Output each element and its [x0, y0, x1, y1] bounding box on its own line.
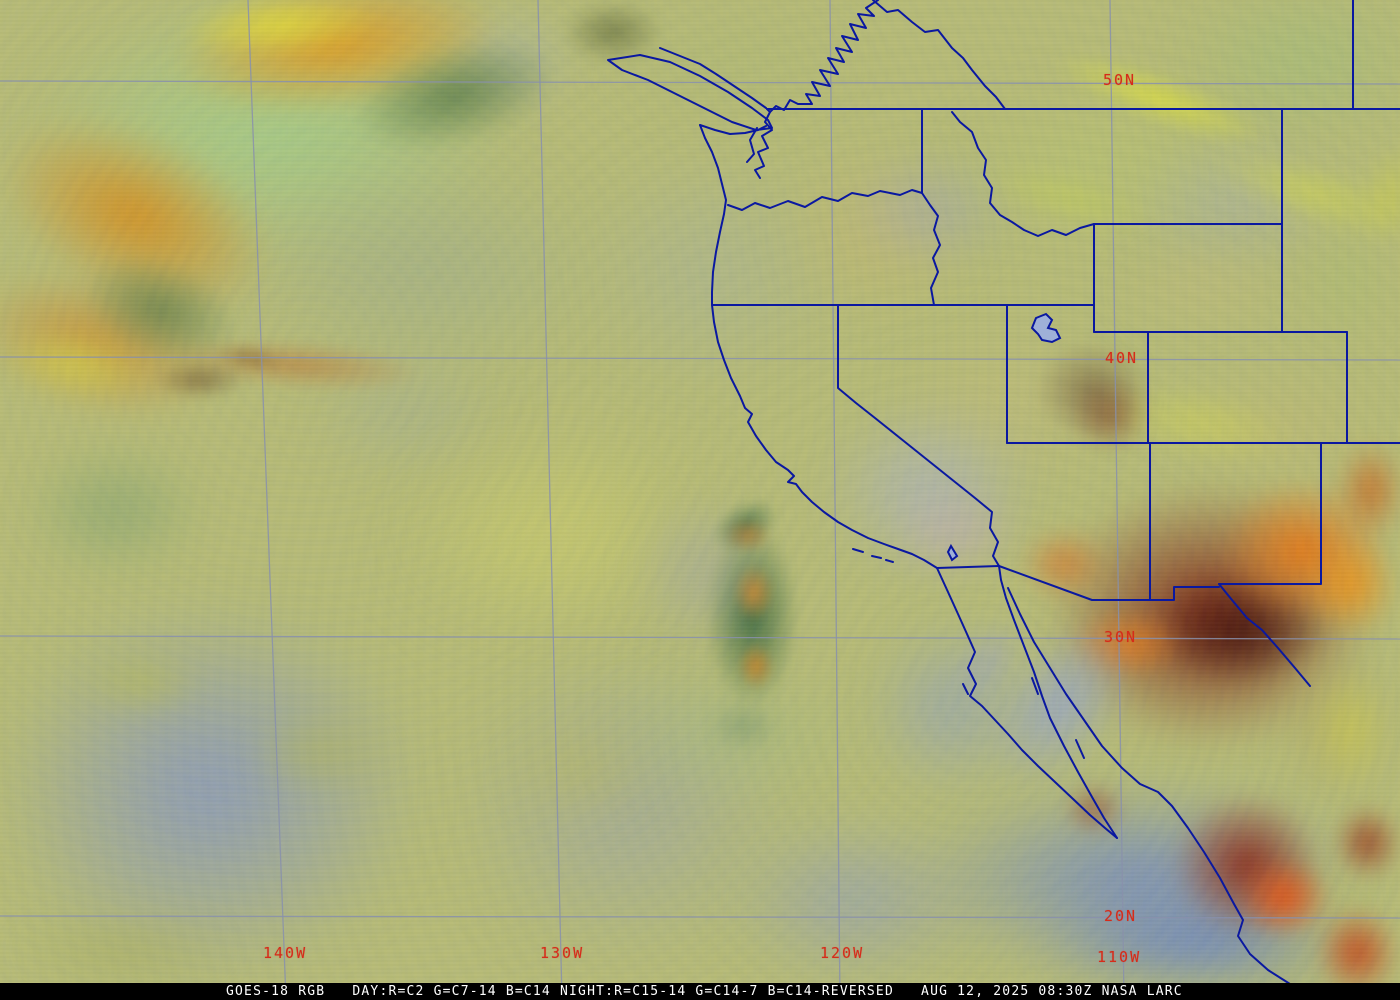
vancouver-island [607, 54, 773, 131]
baja-gulf-coastline [998, 565, 1118, 839]
gridline-lon-110w [1109, 0, 1125, 1000]
gridline-lon-120w [829, 0, 841, 1000]
gridline-lat-50n [0, 80, 1400, 85]
rio-grande-border [1218, 583, 1311, 687]
channel-islands [852, 548, 894, 563]
gridline-lon-140w [247, 0, 287, 1000]
nm-tx-border [1218, 442, 1322, 585]
baja-west-coastline [936, 567, 1118, 839]
lat-label-30n: 30N [1104, 628, 1138, 646]
great-salt-lake [1030, 312, 1062, 344]
ca-nv-border [837, 304, 1000, 567]
bc-fjord-coastline [766, 0, 879, 113]
salton-sea [946, 543, 959, 562]
puget-sound [754, 111, 773, 179]
gridline-lat-30n [0, 635, 1400, 640]
political-boundaries [711, 0, 1400, 687]
lon-label-110w: 110W [1097, 948, 1142, 966]
status-bar-text: GOES-18 RGB DAY:R=C2 G=C7-14 B=C14 NIGHT… [226, 984, 1183, 999]
ca-mexico-border [936, 565, 1000, 569]
lon-label-130w: 130W [540, 944, 585, 962]
lon-label-120w: 120W [820, 944, 865, 962]
or-id-border [921, 192, 941, 306]
id-mt-border [951, 111, 1095, 237]
bc-ab-border [872, 0, 1006, 110]
az-mexico-border [998, 565, 1151, 601]
gulf-islands [962, 677, 1085, 759]
juan-de-fuca-south-shore [699, 124, 767, 135]
status-bar: GOES-18 RGB DAY:R=C2 G=C7-14 B=C14 NIGHT… [0, 983, 1400, 1000]
lat-label-40n: 40N [1105, 349, 1139, 367]
lakes [946, 312, 1062, 562]
lat-label-20n: 20N [1104, 907, 1138, 925]
gridline-lat-20n [0, 915, 1400, 919]
gridline-lat-40n [0, 356, 1400, 361]
lat-label-50n: 50N [1103, 71, 1137, 89]
coastlines [607, 0, 1323, 1000]
lon-label-140w: 140W [263, 944, 308, 962]
nm-mexico-border [1149, 586, 1220, 601]
gridline-lon-130w [537, 0, 563, 1000]
mexico-mainland-coastline [1007, 587, 1323, 1000]
pacific-coastline [699, 124, 938, 569]
hood-canal [746, 127, 758, 163]
wa-or-border [727, 189, 923, 211]
bc-mainland-strait-coast [659, 47, 767, 109]
